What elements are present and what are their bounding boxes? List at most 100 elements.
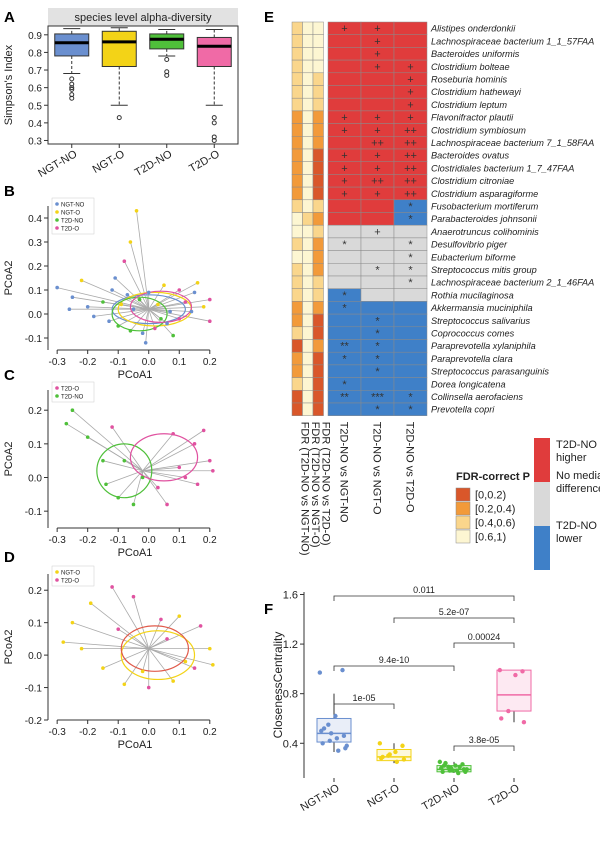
C-legend-swatch [55,386,59,390]
E-diff-cell [393,47,428,61]
B-legend-swatch [55,218,59,222]
E-fdr-cell [312,212,324,226]
D-legend-box [51,565,95,587]
A-x-tick-label: T2D-NO [133,148,175,179]
D-spoke-line [123,648,150,685]
B-data-point [137,297,142,302]
C-y-tick-label: -0.1 [25,507,43,518]
E-significance-mark: + [407,112,413,124]
B-data-point [125,293,130,297]
C-data-point [177,465,182,470]
A-box-T2D-NO [149,33,185,50]
A-y-tick-label: 0.8 [28,48,42,59]
A-y-tick-label: 0.3 [28,136,42,147]
B-data-point [67,307,72,312]
E-diff-cell [360,237,395,251]
D-spoke-line [148,615,180,649]
E-diff-cell [360,199,395,213]
B-data-point [162,283,166,288]
E-diff-cell [393,364,428,378]
D-data-point [61,640,66,644]
E-diff-cell [393,21,428,35]
C-x-tick-label: 0.2 [203,535,217,546]
E-diff-cell [327,72,362,86]
E-diff-cell [360,72,395,86]
F-comparison-bracket [333,703,395,709]
E-fdr-cell [312,313,324,328]
E-fdr-cell [312,148,324,162]
E-fdr-cell [291,390,303,404]
B-data-point [159,317,163,321]
E-diff-cell [327,136,362,150]
A-plot-frame [47,25,239,145]
E-fdr-cell [302,174,314,188]
E-significance-mark: + [374,61,380,73]
E-significance-mark: * [375,328,380,340]
D-x-tick-label: -0.2 [79,727,97,738]
C-data-point [101,458,105,463]
E-fdr-cell [312,72,324,86]
E-fdr-cell [312,97,324,112]
E-significance-mark: + [374,36,380,48]
D-spoke-line [133,596,150,649]
E-species-label: Bacteroides uniformis [431,49,520,59]
E-fdr-cell [302,301,314,315]
E-fdr-legend-label: [0,0.2) [475,490,506,502]
B-legend-label: NGT-NO [61,203,85,209]
D-x-tick-label: -0.1 [110,727,128,738]
E-fdr-cell [302,199,314,213]
E-diff-cell [327,212,362,226]
E-fdr-cell [312,275,324,289]
B-spoke-line [148,308,210,322]
B-spoke-line [148,284,165,310]
E-species-label: Clostridium bolteae [431,62,510,72]
B-spoke-line [127,294,149,310]
F-x-tick-label: NGT-O [365,782,402,810]
E-diff-cell [393,224,428,239]
C-spoke-line [142,433,174,472]
E-fdr-cell [291,224,303,239]
E-diff-column-label: T2D-NO vs NGT-NO [338,422,350,523]
C-x-axis-label: PCoA1 [118,547,153,559]
E-fdr-legend-title: FDR-correct P [456,471,530,483]
C-x-tick-label: 0.1 [172,535,186,546]
E-diff-cell [360,97,395,112]
A-box-T2D-O [196,36,232,68]
E-species-label: Clostridium hathewayi [431,87,522,97]
E-species-label: Prevotella copri [431,405,495,415]
E-fdr-cell [302,351,314,366]
F-comparison-p-value: 0.011 [413,585,435,595]
A-y-tick-label: 0.7 [28,66,42,77]
E-significance-mark: * [375,315,380,327]
E-significance-mark: + [341,176,347,188]
F-jitter-point [520,669,525,674]
F-jitter-point [437,759,443,765]
F-jitter-point [521,720,527,725]
A-outlier-point [69,86,75,92]
E-fdr-cell [312,136,324,150]
E-fdr-cell [302,97,314,112]
F-jitter-point [456,770,461,776]
F-jitter-point [380,754,385,760]
E-diff-legend-swatch [534,526,550,570]
E-fdr-cell [312,326,324,340]
F-jitter-point [393,749,398,755]
E-fdr-cell [312,402,324,416]
D-data-point [146,685,151,690]
B-data-point [153,326,157,331]
B-data-point [183,300,188,304]
E-significance-mark: * [375,265,380,277]
F-jitter-point [333,713,338,719]
D-spoke-line [148,648,186,662]
E-fdr-cell [291,237,303,251]
E-fdr-column-label: FDR (T2D-NO vs T2D-O) [319,422,331,546]
C-spoke-line [102,460,143,472]
panel-label-F: F [264,601,273,618]
B-y-tick-label: 0.1 [28,286,42,297]
E-significance-mark: + [341,23,347,35]
E-diff-legend-swatch [534,482,550,526]
E-diff-cell [393,377,428,391]
E-diff-cell [360,288,395,302]
E-species-label: Clostridium asparagiforme [431,189,538,199]
D-y-tick-label: -0.1 [25,684,43,695]
